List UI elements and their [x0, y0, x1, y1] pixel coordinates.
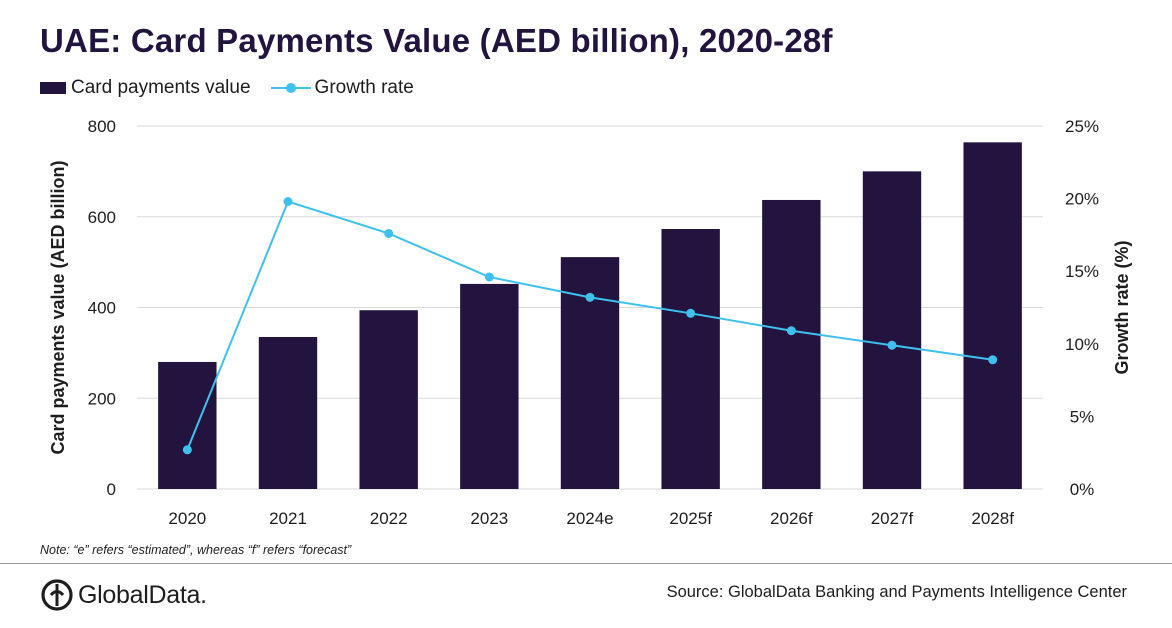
legend: Card payments value Growth rate — [40, 76, 434, 100]
growth-point-2025f — [686, 308, 696, 318]
legend-line-swatch — [270, 81, 311, 95]
growth-point-2026f — [786, 326, 796, 336]
y2-tick-label: 15% — [1065, 262, 1099, 281]
bar-2022 — [359, 310, 418, 489]
y2-tick-label: 25% — [1065, 117, 1099, 136]
growth-point-2024e — [585, 292, 595, 302]
bar-2021 — [258, 336, 318, 489]
bar-2027f — [862, 171, 922, 489]
growth-point-2028f — [988, 355, 998, 365]
logo-text: GlobalData. — [78, 580, 207, 609]
legend-item-card-payments: Card payments value — [40, 77, 251, 99]
x-tick-label: 2025f — [669, 509, 712, 528]
source-text: Source: GlobalData Banking and Payments … — [666, 583, 1127, 601]
x-tick-label: 2020 — [168, 509, 206, 528]
y2-tick-label: 20% — [1065, 190, 1099, 209]
y2-tick-label: 10% — [1065, 335, 1099, 354]
growth-point-2020 — [182, 445, 192, 455]
y2-tick-label: 5% — [1070, 407, 1095, 426]
x-tick-label: 2021 — [269, 509, 307, 528]
footer-divider — [0, 563, 1172, 564]
combo-chart: 0 200 400 600 800 0% 5% 10% 15% 20% 25% 2020 2021 202… — [48, 117, 1132, 528]
x-tick-label: 2024e — [566, 509, 613, 528]
legend-bar-swatch — [40, 82, 66, 94]
y2-axis-title: Growth rate (%) — [1112, 240, 1132, 374]
y-tick-label: 0 — [107, 480, 116, 499]
bar-2020 — [158, 361, 217, 489]
footnote: Note: “e” refers “estimated”, whereas “f… — [40, 543, 352, 557]
growth-point-2027f — [887, 340, 897, 350]
legend-bar-label: Card payments value — [71, 77, 251, 98]
bar-2026f — [762, 199, 821, 489]
globaldata-logo: GlobalData. — [40, 578, 207, 612]
y-tick-label: 400 — [88, 299, 116, 318]
growth-point-2021 — [283, 197, 293, 207]
legend-line-label: Growth rate — [314, 77, 414, 98]
y-tick-label: 600 — [88, 208, 116, 227]
bar-2028f — [963, 142, 1022, 489]
y2-tick-label: 0% — [1070, 480, 1095, 499]
x-tick-label: 2026f — [770, 509, 813, 528]
growth-point-2022 — [384, 228, 394, 238]
legend-item-growth-rate: Growth rate — [270, 77, 414, 99]
bar-2025f — [661, 229, 720, 489]
y-axis-title: Card payments value (AED billion) — [48, 160, 68, 454]
x-tick-label: 2023 — [470, 509, 508, 528]
x-tick-label: 2028f — [971, 509, 1014, 528]
bar-2024e — [560, 257, 620, 489]
globaldata-logo-icon — [41, 579, 73, 611]
y-tick-label: 800 — [88, 117, 116, 136]
x-tick-label: 2027f — [871, 509, 914, 528]
x-tick-label: 2022 — [370, 509, 408, 528]
bar-2023 — [460, 283, 519, 489]
growth-point-2023 — [484, 272, 494, 282]
chart-title: UAE: Card Payments Value (AED billion), … — [40, 22, 833, 59]
y-tick-label: 200 — [88, 389, 116, 408]
